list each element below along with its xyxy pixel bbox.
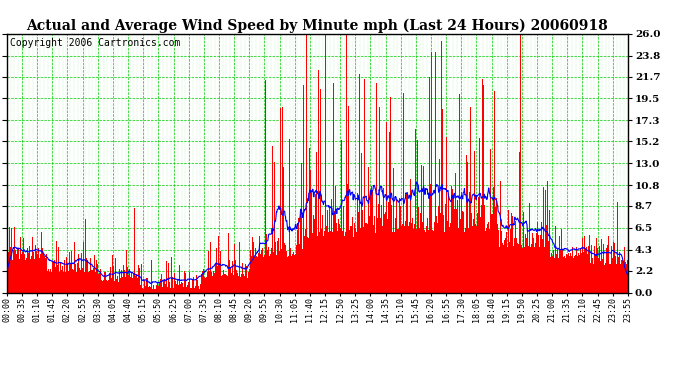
Text: Copyright 2006 Cartronics.com: Copyright 2006 Cartronics.com — [10, 38, 180, 48]
Title: Actual and Average Wind Speed by Minute mph (Last 24 Hours) 20060918: Actual and Average Wind Speed by Minute … — [26, 18, 609, 33]
